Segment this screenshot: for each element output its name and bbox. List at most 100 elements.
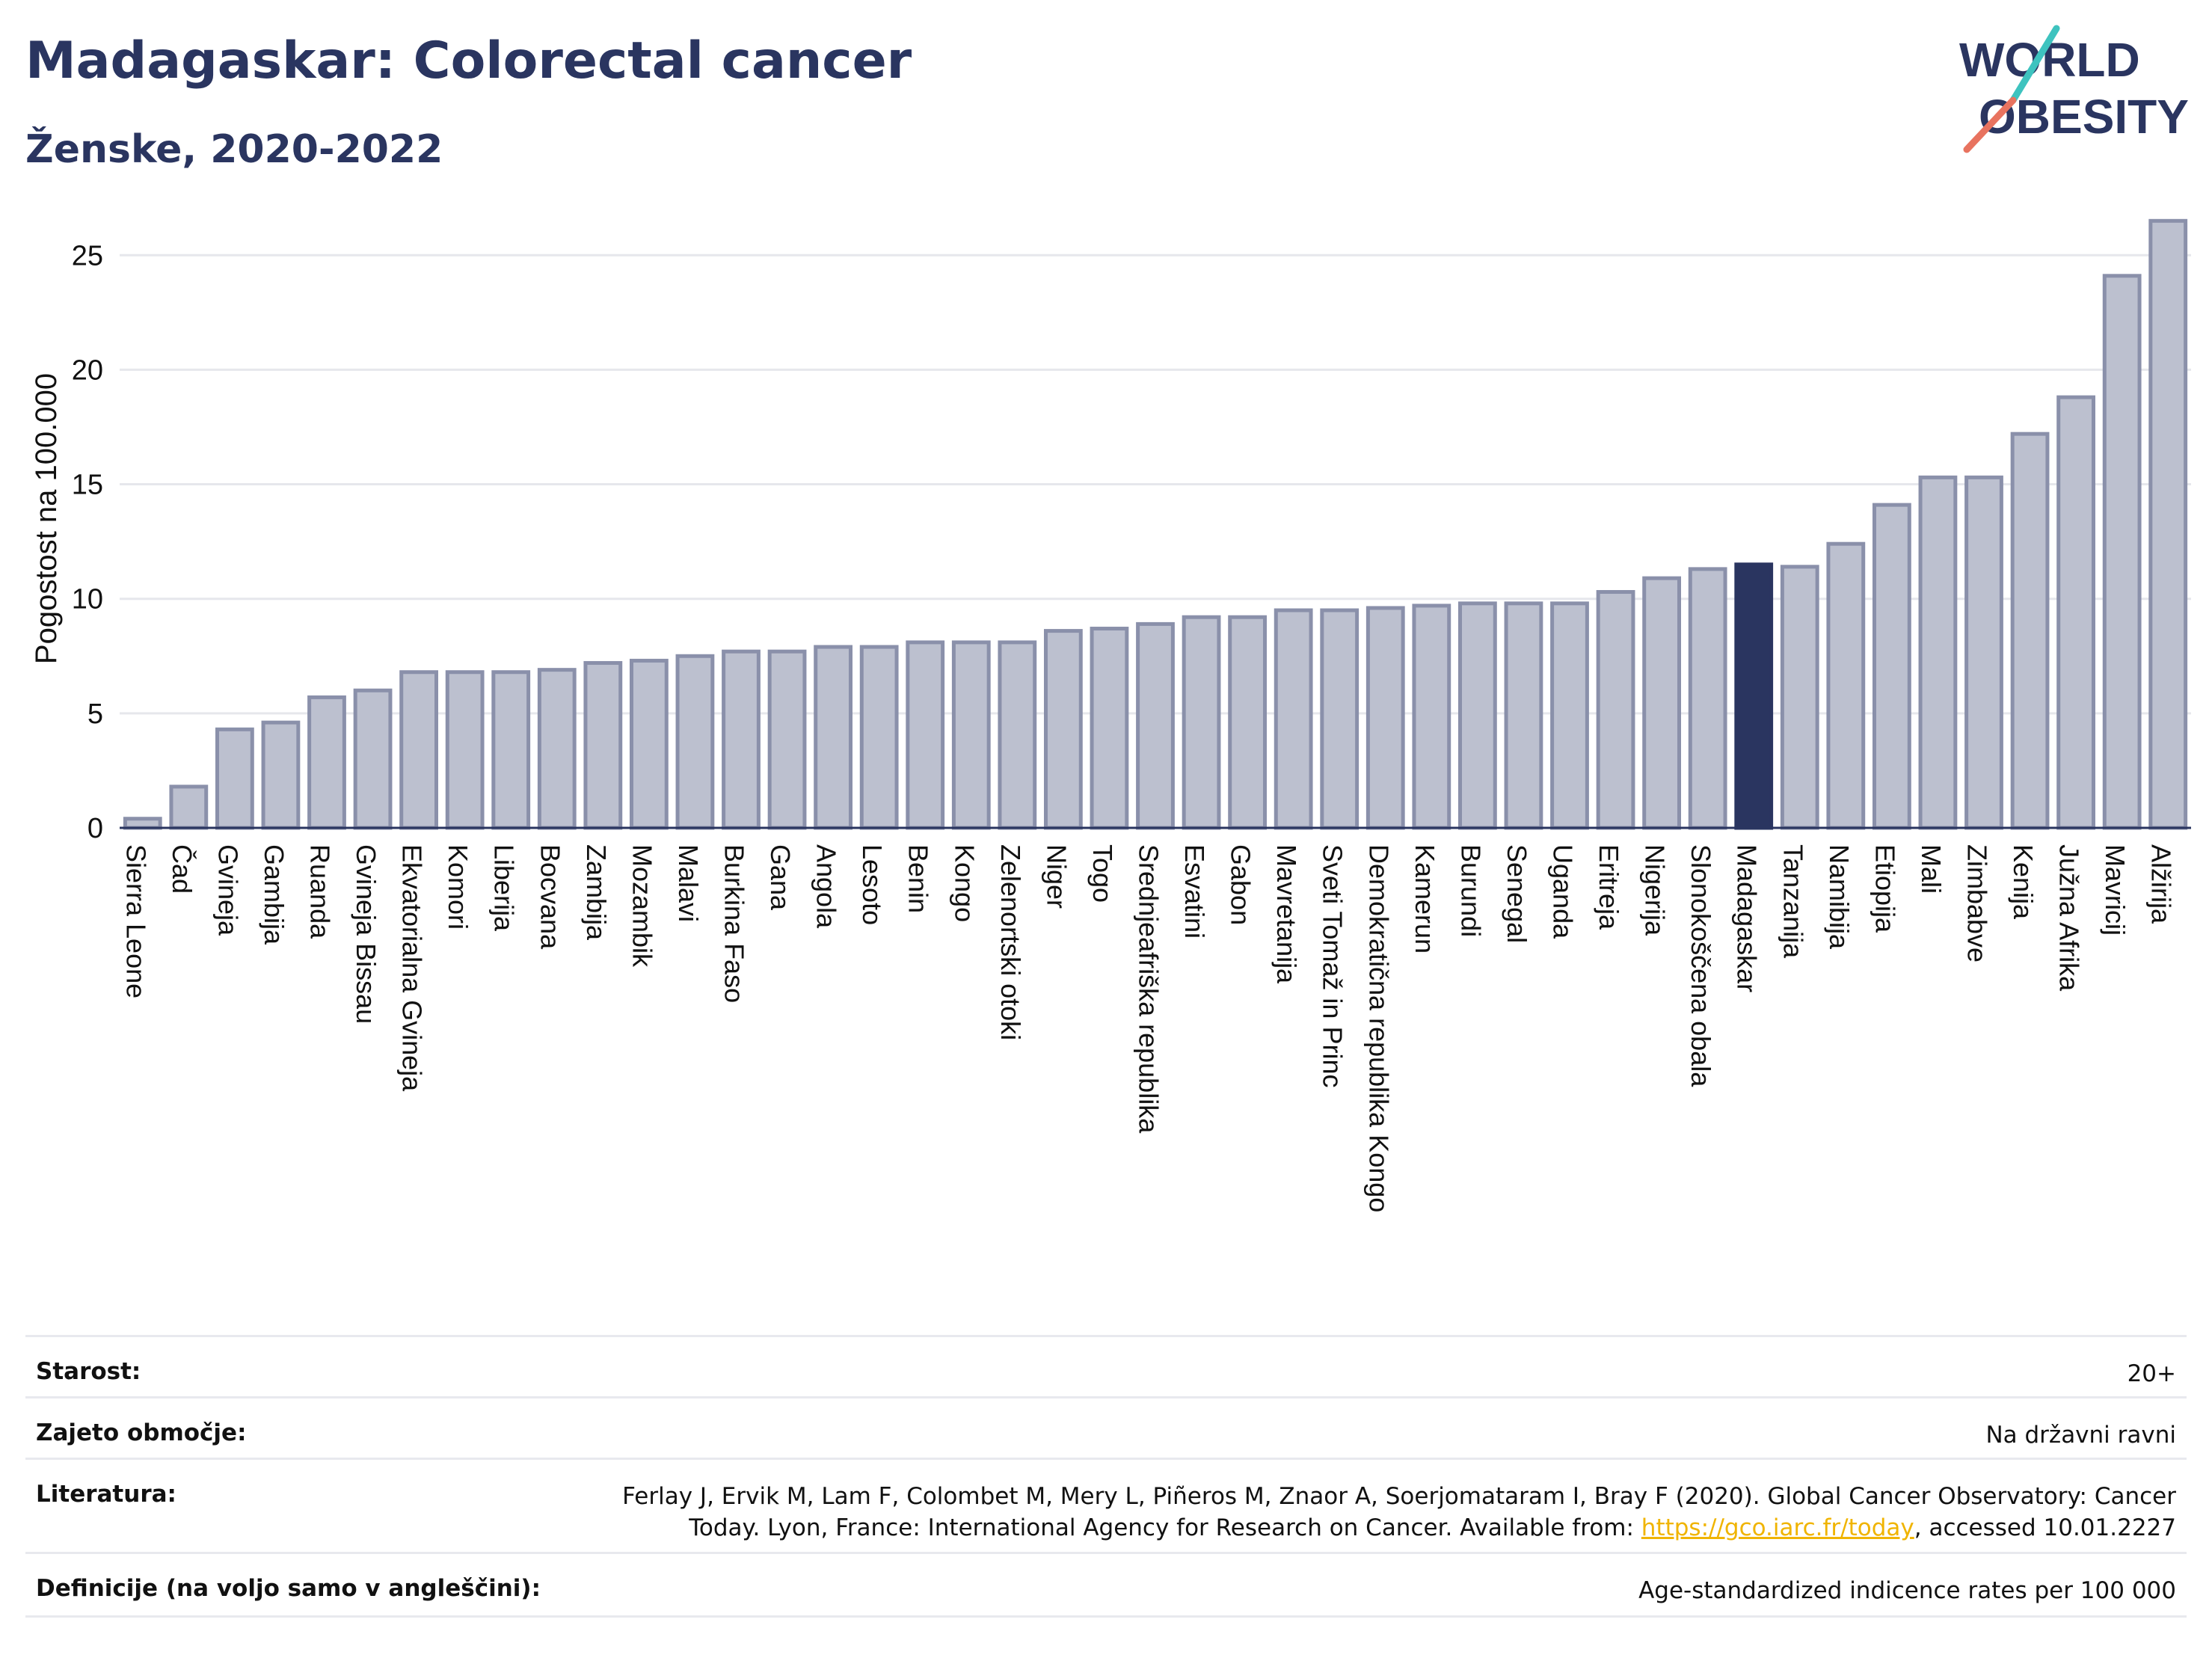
y-tick-label: 0 (87, 813, 103, 844)
bar-benin (906, 640, 945, 830)
reference-link[interactable]: https://gco.iarc.fr/today (1641, 1514, 1914, 1541)
reference-value: Ferlay J, Ervik M, Lam F, Colombet M, Me… (622, 1481, 2176, 1544)
logo-slash-teal (2009, 25, 2060, 104)
bar-gambija (261, 720, 301, 830)
bar-mozambik (629, 658, 669, 830)
bar-burkina-faso (722, 649, 761, 830)
bar-zelenortski-otoki (998, 640, 1037, 830)
x-tick-label: Liberija (489, 844, 520, 932)
x-tick-label: Kenija (2008, 844, 2039, 920)
bar-togo (1090, 627, 1129, 830)
y-tick-label: 15 (72, 470, 103, 501)
bar-gana (767, 649, 807, 830)
bar-mavretanija (1274, 608, 1313, 830)
x-tick-label: Ruanda (304, 844, 335, 939)
x-tick-label: Gambija (259, 844, 289, 945)
bar-zambija (583, 660, 623, 830)
bar-namibija (1826, 541, 1866, 830)
x-tick-label: Esvatini (1179, 844, 1210, 939)
meta-row-area: Zajeto območje: Na državni ravni (25, 1396, 2187, 1460)
x-tick-label: Demokratična republika Kongo (1363, 844, 1394, 1212)
y-tick-label: 25 (72, 240, 103, 271)
x-tick-label: Mali (1916, 844, 1947, 894)
bar-sveti-tomaž-in-princ (1320, 608, 1360, 830)
x-tick-label: Angola (811, 844, 842, 929)
x-tick-label: Kongo (949, 844, 980, 922)
y-tick-label: 10 (72, 584, 103, 615)
bar-nigerija (1642, 576, 1682, 830)
x-tick-label: Čad (167, 844, 197, 894)
x-tick-label: Nigerija (1640, 844, 1671, 936)
bar-slonokoščena-obala (1688, 567, 1727, 830)
x-tick-label: Burundi (1455, 844, 1486, 937)
bar-etiopija (1872, 503, 1911, 830)
bar-chart: 0 5 10 15 20 25 Sierra Leone Čad Gvineja Gambija… (30, 218, 2191, 1212)
bar-madagaskar (1734, 562, 1774, 830)
bar-demokratična-republika-kongo (1365, 606, 1405, 830)
x-tick-label: Sierra Leone (120, 844, 151, 998)
chart-title: Madagaskar: Colorectal cancer (25, 31, 912, 90)
area-label: Zajeto območje: (36, 1419, 247, 1446)
reference-text: Today. Lyon, France: International Agenc… (689, 1514, 1641, 1541)
reference-line-2: Today. Lyon, France: International Agenc… (622, 1512, 2176, 1544)
y-tick-labels: 0 5 10 15 20 25 (72, 240, 103, 844)
bar-uganda (1550, 601, 1589, 830)
meta-row-definitions: Definicije (na voljo samo v angleščini):… (25, 1552, 2187, 1618)
bar-liberija (491, 670, 531, 830)
age-label: Starost: (36, 1358, 141, 1385)
x-tick-label: Eritreja (1594, 844, 1624, 930)
world-obesity-logo: WORLD OBESITY (1959, 25, 2189, 153)
bar-kenija (2010, 432, 2050, 830)
x-tick-label: Ekvatorialna Gvineja (397, 844, 428, 1092)
chart-subtitle: Ženske, 2020-2022 (25, 127, 443, 172)
bar-angola (814, 645, 853, 830)
x-tick-label: Slonokoščena obala (1686, 844, 1716, 1087)
x-tick-label: Benin (903, 844, 934, 913)
x-tick-label: Bocvana (535, 844, 565, 950)
bar-mavricij (2102, 274, 2142, 830)
x-tick-label: Mavretanija (1271, 844, 1302, 984)
bar-južna-afrika (2056, 395, 2096, 830)
bar-srednjeafriška-republika (1136, 621, 1175, 830)
bar-malavi (675, 654, 715, 830)
bar-gvineja-bissau (353, 688, 393, 830)
bar-bocvana (537, 668, 577, 830)
bar-alžirija (2148, 218, 2188, 830)
definitions-value: Age-standardized indicence rates per 100… (1638, 1577, 2176, 1604)
reference-accessed: , accessed 10.01.2227 (1914, 1514, 2176, 1541)
x-tick-label: Madagaskar (1732, 844, 1763, 992)
x-tick-label: Južna Afrika (2054, 844, 2085, 992)
bar-gvineja (215, 727, 254, 830)
x-tick-label: Namibija (1824, 844, 1855, 950)
x-tick-label: Mozambik (627, 844, 657, 968)
logo-slash-coral (1963, 96, 2017, 153)
bar-lesoto (859, 645, 899, 830)
x-tick-label: Komori (443, 844, 473, 930)
x-tick-label: Burkina Faso (719, 844, 749, 1003)
x-tick-label: Gana (765, 844, 796, 911)
x-tick-label: Togo (1087, 844, 1118, 903)
x-tick-label: Niger (1041, 844, 1072, 909)
bar-eritreja (1596, 590, 1635, 830)
x-tick-label: Malavi (673, 844, 704, 922)
x-tick-label: Sveti Tomaž in Princ (1318, 844, 1348, 1087)
x-tick-label: Gabon (1226, 844, 1256, 925)
x-tick-label: Srednjeafriška republika (1133, 844, 1164, 1134)
reference-line-1: Ferlay J, Ervik M, Lam F, Colombet M, Me… (622, 1483, 2176, 1510)
bar-mali (1918, 475, 1958, 830)
bar-ekvatorialna-gvineja (399, 670, 439, 830)
x-tick-label: Gvineja (212, 844, 243, 936)
reference-label: Literatura: (36, 1481, 176, 1508)
bar-gabon (1228, 615, 1268, 830)
x-tick-label: Senegal (1502, 844, 1532, 943)
logo-text-obesity: OBESITY (1979, 90, 2189, 144)
y-tick-label: 5 (87, 698, 103, 730)
bar-kamerun (1412, 604, 1451, 830)
bar-zimbabve (1964, 475, 2003, 830)
y-axis-label: Pogostost na 100.000 (30, 373, 63, 664)
x-tick-labels: Sierra Leone Čad Gvineja Gambija Ruanda Gvine… (120, 844, 2176, 1212)
age-value: 20+ (2127, 1360, 2176, 1387)
bar-esvatini (1182, 615, 1221, 830)
bars (123, 218, 2188, 830)
meta-row-age: Starost: 20+ (25, 1335, 2187, 1398)
